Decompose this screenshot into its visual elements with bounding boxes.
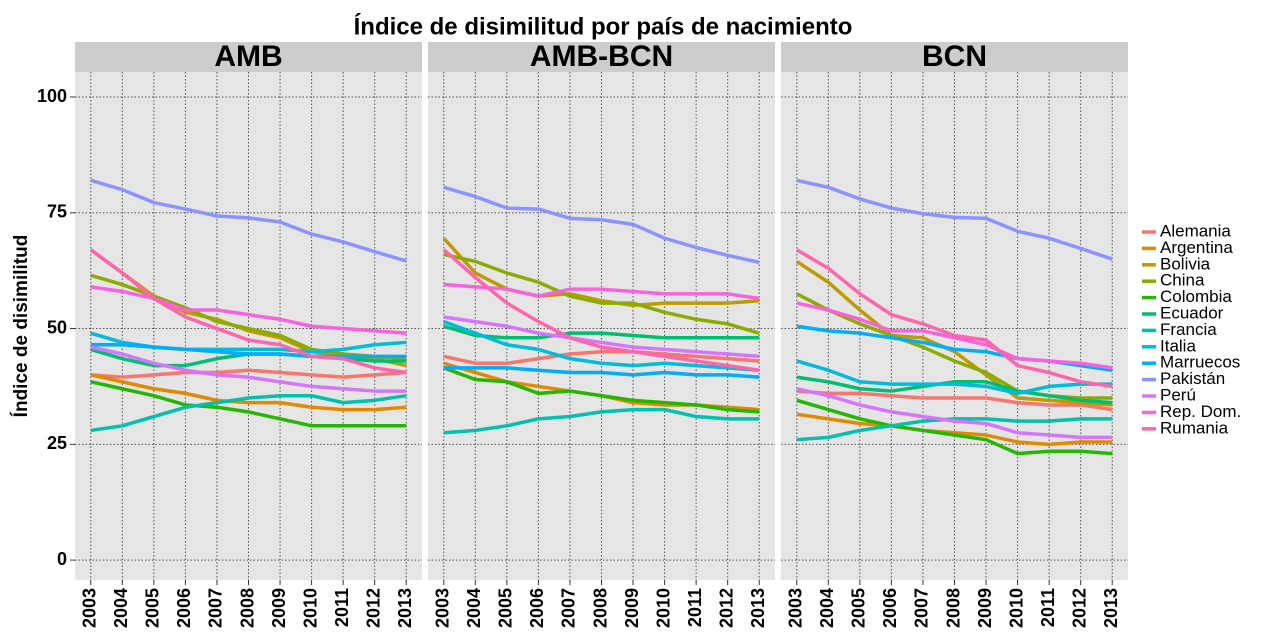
x-tick-label: 2009 <box>269 588 289 628</box>
series-line <box>443 185 760 265</box>
legend-label: Francia <box>1160 320 1217 339</box>
x-tick-label: 2003 <box>433 588 453 628</box>
facet-title: BCN <box>922 40 987 73</box>
series-line <box>796 301 1113 370</box>
legend-label: Rep. Dom. <box>1160 402 1241 421</box>
legend-label: Pakistán <box>1160 369 1225 388</box>
x-tick-label: 2010 <box>1006 588 1026 628</box>
x-tick-label: 2005 <box>849 588 869 628</box>
x-tick-label: 2008 <box>943 588 963 628</box>
x-tick-label: 2004 <box>464 588 484 628</box>
legend-label: China <box>1160 271 1205 290</box>
x-tick-label: 2011 <box>332 588 352 627</box>
series-line <box>796 412 1113 447</box>
legend-label: Rumania <box>1160 418 1229 437</box>
x-tick-label: 2012 <box>1069 588 1089 628</box>
series-line <box>90 380 407 428</box>
series-line <box>90 368 407 379</box>
y-axis-label: Índice de disimilitud <box>10 235 32 418</box>
series-line <box>442 237 760 308</box>
x-tick-label: 2007 <box>206 588 226 628</box>
strip <box>428 42 775 72</box>
x-tick-label: 2010 <box>300 588 320 628</box>
strip <box>781 42 1128 72</box>
series-line <box>796 389 1113 412</box>
series-line <box>443 315 760 359</box>
series-line <box>443 349 760 366</box>
legend-label: Bolivia <box>1160 254 1211 273</box>
legend-label: Ecuador <box>1160 303 1224 322</box>
x-tick-label: 2011 <box>1038 588 1058 627</box>
series-line <box>90 373 407 412</box>
y-tick-label: 0 <box>57 549 67 569</box>
legend-label: Argentina <box>1160 238 1233 257</box>
y-tick-label: 100 <box>37 86 67 106</box>
strip <box>75 42 422 72</box>
legend-label: Colombia <box>1160 287 1232 306</box>
x-tick-label: 2004 <box>111 588 131 628</box>
series-line <box>90 178 407 263</box>
x-tick-label: 2003 <box>786 588 806 628</box>
facet-title: AMB-BCN <box>530 40 673 73</box>
series-line <box>796 375 1113 405</box>
x-tick-label: 2005 <box>143 588 163 628</box>
series-line <box>90 393 407 433</box>
x-tick-label: 2003 <box>80 588 100 628</box>
y-tick-label: 25 <box>47 433 67 453</box>
series-line <box>795 259 1113 407</box>
series-line <box>796 417 1113 442</box>
x-tick-label: 2009 <box>975 588 995 628</box>
series-line <box>90 285 407 335</box>
series-line <box>443 319 760 372</box>
series-line <box>442 248 760 372</box>
series-line <box>443 252 760 335</box>
series-line <box>796 398 1113 456</box>
series-line <box>89 248 407 375</box>
x-tick-label: 2009 <box>622 588 642 628</box>
x-tick-label: 2006 <box>527 588 547 628</box>
x-tick-label: 2005 <box>496 588 516 628</box>
x-tick-label: 2007 <box>912 588 932 628</box>
x-tick-label: 2008 <box>590 588 610 628</box>
series-line <box>795 248 1113 389</box>
series-line <box>796 387 1113 440</box>
x-tick-label: 2012 <box>716 588 736 628</box>
chart-title: Índice de disimilitud por país de nacimi… <box>354 12 853 40</box>
x-tick-label: 2006 <box>174 588 194 628</box>
x-tick-label: 2007 <box>559 588 579 628</box>
legend-label: Perú <box>1160 385 1196 404</box>
series-line <box>443 407 760 435</box>
legend-label: Italia <box>1160 336 1196 355</box>
x-tick-label: 2008 <box>237 588 257 628</box>
series-line <box>90 345 407 393</box>
x-tick-label: 2013 <box>1101 588 1121 628</box>
legend-label: Marruecos <box>1160 353 1240 372</box>
series-line <box>796 359 1113 396</box>
series-line <box>796 178 1113 261</box>
facet-title: AMB <box>214 40 282 73</box>
series-line <box>443 366 760 379</box>
x-tick-label: 2006 <box>880 588 900 628</box>
y-tick-label: 50 <box>47 317 67 337</box>
x-tick-label: 2004 <box>817 588 837 628</box>
legend-label: Alemania <box>1160 221 1231 240</box>
x-tick-label: 2011 <box>685 588 705 627</box>
x-tick-label: 2012 <box>363 588 383 628</box>
series-line <box>90 343 407 359</box>
x-tick-label: 2013 <box>395 588 415 628</box>
series-line <box>443 324 760 340</box>
series-line <box>443 366 760 414</box>
series-line <box>443 282 760 301</box>
y-tick-label: 75 <box>47 202 67 222</box>
x-tick-label: 2013 <box>748 588 768 628</box>
x-tick-label: 2010 <box>653 588 673 628</box>
